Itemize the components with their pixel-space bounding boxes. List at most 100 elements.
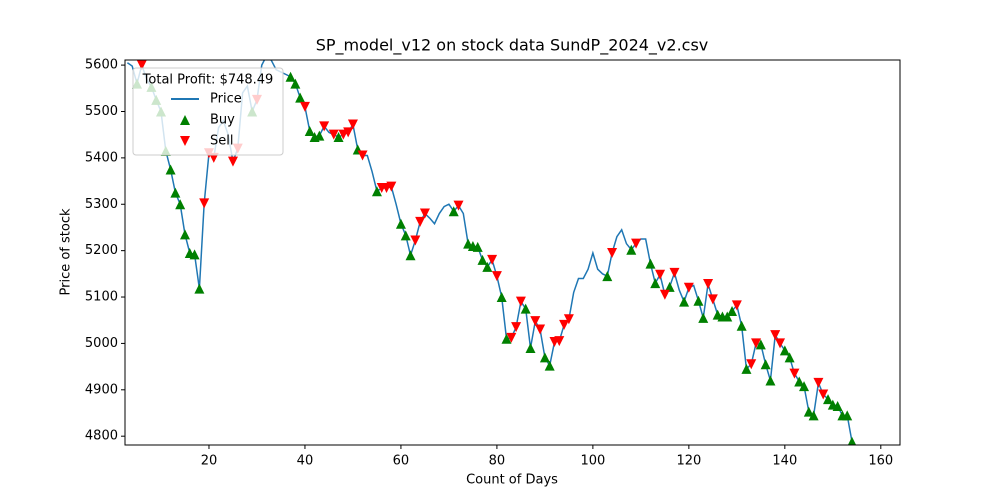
x-tick-label: 120: [676, 454, 701, 469]
sell-marker: [386, 181, 397, 192]
sell-marker: [491, 271, 502, 282]
y-tick-label: 5000: [85, 336, 118, 351]
legend-label: Sell: [210, 134, 233, 149]
sell-marker: [607, 247, 618, 258]
sell-marker: [659, 289, 670, 300]
buy-marker: [314, 130, 325, 141]
y-tick-label: 4800: [85, 429, 118, 444]
buy-marker: [823, 394, 834, 405]
y-tick-label: 5200: [85, 243, 118, 258]
buy-marker: [400, 230, 411, 241]
sell-marker: [631, 238, 642, 249]
legend-marker: [180, 136, 190, 146]
buy-marker: [803, 406, 814, 417]
buy-marker: [477, 254, 488, 265]
buy-marker: [304, 125, 315, 136]
sell-marker: [199, 198, 210, 209]
buy-marker: [722, 311, 733, 322]
buy-marker: [847, 436, 857, 445]
buy-marker: [779, 345, 790, 356]
legend-box: [132, 67, 284, 156]
legend-title: Total Profit: $748.49: [142, 73, 274, 88]
buy-marker: [664, 281, 675, 292]
x-tick-label: 60: [393, 454, 410, 469]
legend-marker: [180, 115, 190, 125]
buy-marker: [496, 292, 507, 303]
buy-marker: [736, 320, 747, 331]
buy-marker: [808, 410, 819, 421]
sell-marker: [410, 235, 421, 246]
buy-marker: [794, 376, 805, 387]
y-tick-label: 5400: [85, 150, 118, 165]
buy-marker: [333, 132, 344, 142]
y-tick-label: 5300: [85, 197, 118, 212]
buy-marker: [842, 410, 853, 421]
buy-marker: [405, 250, 416, 261]
y-tick-label: 5100: [85, 290, 118, 305]
buy-marker: [784, 352, 795, 363]
sell-marker: [703, 279, 714, 290]
sell-marker: [751, 338, 762, 349]
buy-marker: [175, 199, 186, 210]
buy-marker: [371, 186, 382, 197]
buy-marker: [799, 381, 810, 392]
plot-frame: [124, 59, 901, 446]
buy-marker: [295, 92, 306, 103]
legend: Total Profit: $748.49 Price Buy Sell: [132, 67, 284, 156]
sell-marker: [669, 267, 680, 278]
buy-marker: [679, 296, 690, 307]
x-tick-label: 140: [772, 454, 797, 469]
buy-marker: [194, 283, 205, 294]
x-tick-label: 160: [868, 454, 893, 469]
y-tick-label: 5600: [85, 58, 118, 73]
buy-marker: [520, 303, 531, 314]
buy-marker: [755, 339, 766, 350]
sell-marker: [506, 332, 517, 343]
sell-marker: [818, 389, 829, 400]
axes: 20 40 60 80 100 120 140 160 4800 4900 5000 5100 5200…: [85, 58, 901, 469]
sell-marker: [328, 129, 339, 140]
sell-marker: [535, 324, 546, 335]
x-axis-label: Count of Days: [466, 473, 558, 488]
x-tick-label: 100: [580, 454, 605, 469]
sell-marker: [415, 216, 426, 227]
buy-marker: [472, 241, 483, 252]
sell-marker: [343, 127, 354, 138]
sell-marker: [655, 269, 666, 280]
sell-marker: [707, 294, 718, 305]
sell-marker: [731, 300, 742, 311]
buy-marker: [482, 261, 493, 272]
legend-label: Price: [210, 92, 242, 107]
x-tick-label: 80: [489, 454, 506, 469]
buy-marker: [693, 295, 704, 306]
buy-marker: [727, 305, 738, 316]
sell-marker: [487, 254, 498, 265]
buy-marker: [626, 244, 637, 255]
buy-marker: [285, 71, 296, 82]
buy-marker: [741, 363, 752, 374]
x-tick-label: 40: [297, 454, 314, 469]
sell-marker: [770, 330, 781, 341]
buy-marker: [165, 164, 176, 175]
sell-marker: [511, 322, 522, 333]
buy-marker: [170, 187, 181, 198]
buy-marker: [645, 258, 656, 269]
buy-marker: [698, 312, 709, 323]
buy-marker: [189, 249, 200, 260]
buy-marker: [760, 359, 771, 370]
y-axis-label: Price of stock: [59, 208, 74, 295]
y-tick-label: 4900: [85, 382, 118, 397]
buy-marker: [395, 218, 406, 229]
sell-marker: [453, 200, 464, 211]
sell-marker: [559, 319, 570, 330]
sell-marker: [775, 338, 786, 349]
buy-marker: [602, 271, 613, 282]
buy-marker: [544, 360, 555, 371]
buy-marker: [525, 343, 536, 354]
buy-marker: [539, 352, 550, 363]
sell-marker: [357, 150, 368, 161]
sell-marker: [347, 119, 358, 130]
sell-marker: [299, 101, 310, 112]
sell-marker: [319, 121, 330, 132]
